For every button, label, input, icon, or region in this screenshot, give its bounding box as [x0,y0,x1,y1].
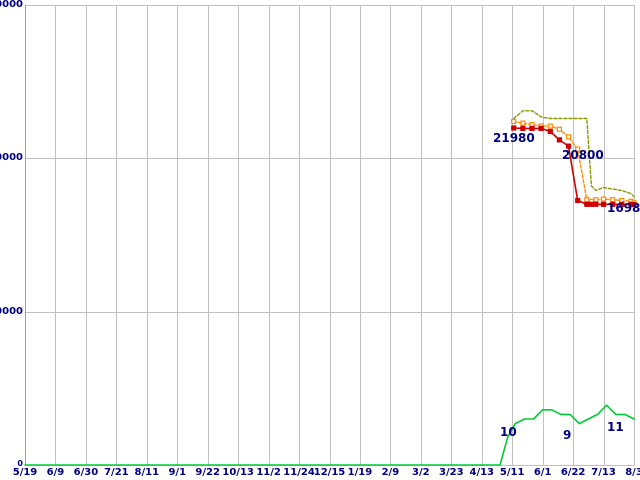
x-tick-label: 6/1 [533,467,552,478]
data-point-min-price [588,201,595,207]
x-tick-label: 6/22 [560,467,586,478]
x-tick-label: 3/2 [412,467,430,478]
data-point-min-price [538,125,544,132]
y-tick-label: 10000 [0,305,23,317]
series-line-listing-count [24,404,635,466]
x-tick-label: 1/19 [347,467,373,478]
data-point-min-price [584,201,590,207]
x-tick-label: 11/24 [283,467,315,478]
grid-lines [25,5,635,466]
x-tick-label: 7/21 [104,467,129,478]
x-tick-label: 8/11 [134,467,160,478]
y-tick-label: 30000 [0,0,23,10]
data-point-min-price [610,201,616,207]
data-point-min-price [631,202,637,208]
data-point-min-price [529,125,535,132]
x-tick-label: 8/3 [625,467,640,478]
x-tick-label: 3/23 [439,467,464,478]
data-point-avg-price [584,197,590,203]
data-point-label: 9 [563,428,572,442]
data-point-label: 16980 [607,201,640,215]
data-point-avg-price [520,120,526,126]
x-tick-label: 12/15 [313,467,346,478]
data-point-avg-price [547,123,553,129]
data-point-min-price [520,125,526,132]
series-line-min-price [512,127,635,206]
data-point-label: 20800 [562,148,604,162]
data-point-min-price [619,201,625,207]
data-point-avg-price [610,197,616,203]
x-tick-label: 7/13 [591,467,616,478]
data-point-min-price [511,125,517,131]
data-point-min-price [565,143,572,149]
data-point-min-price [593,201,599,207]
x-tick-label: 9/22 [195,467,220,478]
data-point-label: 10 [500,425,517,439]
data-point-min-price [556,137,563,143]
series-line-max-price [513,110,635,198]
x-tick-label: 6/30 [73,467,99,478]
data-series-layer [24,110,637,466]
x-tick-label: 2/9 [381,467,400,478]
data-point-min-price [547,128,553,135]
y-tick-label: 20000 [0,152,23,164]
y-tick-label: 0 [17,459,23,468]
data-point-avg-price [593,197,599,203]
x-tick-label: 11/2 [256,467,281,478]
x-tick-label: 4/13 [469,467,495,478]
data-point-label: 11 [607,420,624,434]
data-point-min-price [600,201,607,207]
data-point-avg-price [565,134,572,140]
x-tick-label: 5/19 [12,467,38,478]
x-tick-label: 9/1 [168,467,187,478]
data-point-avg-price [575,146,581,152]
data-point-label: 21980 [493,131,535,145]
series-line-avg-price [513,120,635,204]
data-point-avg-price [511,118,517,125]
x-tick-label: 10/13 [222,467,254,478]
data-point-avg-price [556,126,563,132]
x-tick-label: 5/11 [499,467,525,478]
data-point-avg-price [600,196,607,202]
data-point-min-price [575,197,581,204]
x-tick-label: 6/9 [46,467,65,478]
